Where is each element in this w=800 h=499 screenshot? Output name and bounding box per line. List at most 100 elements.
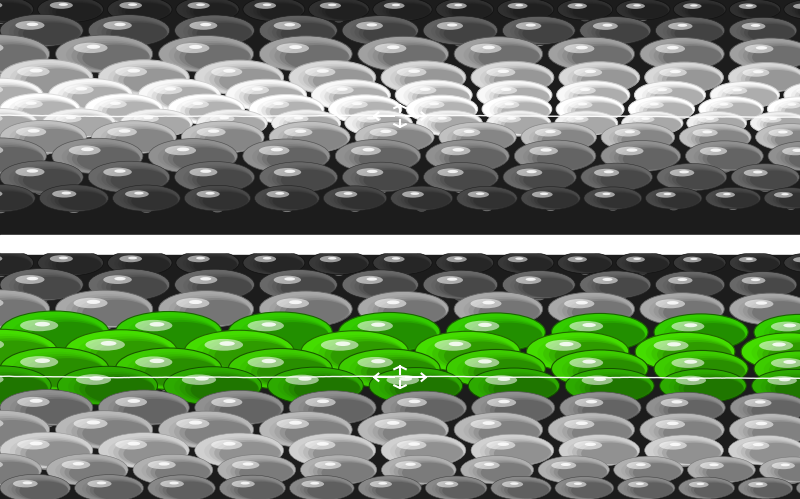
Ellipse shape xyxy=(487,398,516,407)
Ellipse shape xyxy=(504,102,514,105)
Ellipse shape xyxy=(477,461,531,483)
Ellipse shape xyxy=(687,111,746,135)
Ellipse shape xyxy=(498,252,554,274)
Ellipse shape xyxy=(180,372,258,403)
Ellipse shape xyxy=(357,168,383,177)
Ellipse shape xyxy=(566,2,610,19)
Ellipse shape xyxy=(341,192,385,209)
Ellipse shape xyxy=(573,257,611,272)
Ellipse shape xyxy=(302,481,324,488)
Ellipse shape xyxy=(289,421,302,425)
Ellipse shape xyxy=(457,353,541,386)
Ellipse shape xyxy=(626,462,651,469)
Ellipse shape xyxy=(559,342,574,346)
Ellipse shape xyxy=(634,483,674,498)
Ellipse shape xyxy=(581,271,589,274)
Ellipse shape xyxy=(447,125,513,151)
Ellipse shape xyxy=(759,340,793,351)
Ellipse shape xyxy=(166,482,214,499)
Ellipse shape xyxy=(358,320,393,331)
Ellipse shape xyxy=(232,461,259,469)
Ellipse shape xyxy=(284,170,295,173)
Ellipse shape xyxy=(360,120,370,125)
Ellipse shape xyxy=(462,355,542,386)
Ellipse shape xyxy=(114,23,126,26)
Ellipse shape xyxy=(183,272,251,299)
Ellipse shape xyxy=(774,192,793,198)
Ellipse shape xyxy=(0,190,2,198)
Ellipse shape xyxy=(303,439,373,466)
Ellipse shape xyxy=(398,18,407,22)
Ellipse shape xyxy=(555,477,614,499)
Ellipse shape xyxy=(0,402,8,408)
Ellipse shape xyxy=(0,170,7,176)
Ellipse shape xyxy=(517,498,526,499)
Ellipse shape xyxy=(658,192,700,208)
Ellipse shape xyxy=(0,78,43,112)
Ellipse shape xyxy=(138,320,218,351)
Ellipse shape xyxy=(662,441,721,464)
Ellipse shape xyxy=(578,103,587,105)
Ellipse shape xyxy=(782,147,800,155)
Ellipse shape xyxy=(795,86,800,107)
Ellipse shape xyxy=(738,478,793,499)
Ellipse shape xyxy=(161,349,177,355)
Ellipse shape xyxy=(748,278,795,296)
Bar xyxy=(0,255,800,499)
Ellipse shape xyxy=(767,376,797,385)
Ellipse shape xyxy=(350,18,415,44)
Ellipse shape xyxy=(290,116,339,135)
Ellipse shape xyxy=(674,374,743,401)
Ellipse shape xyxy=(35,190,48,195)
Ellipse shape xyxy=(200,277,211,280)
Ellipse shape xyxy=(387,300,399,304)
Ellipse shape xyxy=(34,122,46,126)
Ellipse shape xyxy=(374,134,384,138)
Ellipse shape xyxy=(0,376,49,404)
Ellipse shape xyxy=(526,278,536,281)
Ellipse shape xyxy=(19,127,84,152)
Ellipse shape xyxy=(313,69,374,93)
Ellipse shape xyxy=(534,189,545,193)
Ellipse shape xyxy=(173,147,235,172)
Ellipse shape xyxy=(228,312,332,352)
Ellipse shape xyxy=(199,445,214,450)
Ellipse shape xyxy=(712,132,721,136)
Ellipse shape xyxy=(278,371,359,403)
Ellipse shape xyxy=(76,374,111,385)
Ellipse shape xyxy=(680,323,746,349)
Ellipse shape xyxy=(254,255,276,262)
Ellipse shape xyxy=(581,69,638,91)
Ellipse shape xyxy=(118,129,130,133)
Ellipse shape xyxy=(494,400,553,422)
Ellipse shape xyxy=(769,356,800,385)
Ellipse shape xyxy=(366,117,376,120)
Ellipse shape xyxy=(204,129,262,152)
Ellipse shape xyxy=(679,170,689,173)
Ellipse shape xyxy=(272,110,341,137)
Ellipse shape xyxy=(0,42,3,53)
Ellipse shape xyxy=(187,2,210,9)
Ellipse shape xyxy=(115,440,147,450)
Ellipse shape xyxy=(0,311,109,353)
Ellipse shape xyxy=(0,338,4,351)
Ellipse shape xyxy=(0,410,50,449)
Ellipse shape xyxy=(125,190,149,198)
Ellipse shape xyxy=(682,2,724,18)
Ellipse shape xyxy=(67,85,130,110)
Ellipse shape xyxy=(315,0,366,20)
Ellipse shape xyxy=(460,130,514,151)
Ellipse shape xyxy=(478,359,492,364)
Ellipse shape xyxy=(553,149,564,153)
Ellipse shape xyxy=(328,3,337,6)
Ellipse shape xyxy=(293,297,304,301)
Ellipse shape xyxy=(151,84,218,109)
Ellipse shape xyxy=(0,145,43,172)
Ellipse shape xyxy=(296,478,351,499)
Ellipse shape xyxy=(574,483,582,485)
Ellipse shape xyxy=(753,443,764,446)
Ellipse shape xyxy=(102,19,166,45)
Ellipse shape xyxy=(189,421,202,425)
Ellipse shape xyxy=(474,462,500,469)
Ellipse shape xyxy=(0,44,47,71)
